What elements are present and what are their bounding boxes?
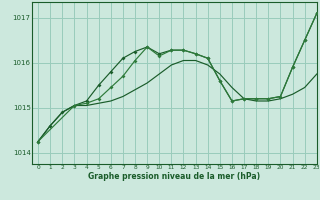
X-axis label: Graphe pression niveau de la mer (hPa): Graphe pression niveau de la mer (hPa) [88, 172, 260, 181]
